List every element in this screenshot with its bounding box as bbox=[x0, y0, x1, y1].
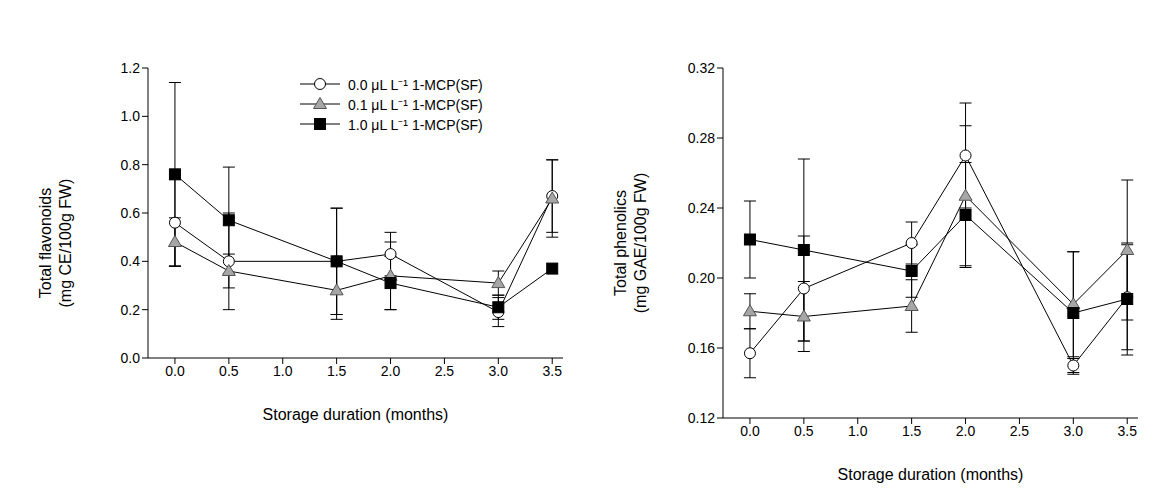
svg-text:3.0: 3.0 bbox=[1064, 423, 1084, 439]
svg-text:1.2: 1.2 bbox=[121, 60, 141, 76]
svg-text:1.5: 1.5 bbox=[327, 363, 347, 379]
svg-text:0.20: 0.20 bbox=[688, 270, 715, 286]
svg-text:0.5: 0.5 bbox=[794, 423, 814, 439]
svg-text:0.0: 0.0 bbox=[165, 363, 185, 379]
html-text:0.0 μL L⁻¹ 1-MCP(SF): 0.0 μL L⁻¹ 1-MCP(SF) bbox=[348, 76, 483, 93]
svg-text:Storage duration (months): Storage duration (months) bbox=[263, 406, 449, 423]
svg-text:2.0: 2.0 bbox=[381, 363, 401, 379]
svg-text:0.16: 0.16 bbox=[688, 340, 715, 356]
svg-text:0.12: 0.12 bbox=[688, 410, 715, 426]
svg-text:0.24: 0.24 bbox=[688, 200, 715, 216]
svg-text:0.6: 0.6 bbox=[121, 205, 141, 221]
svg-text:1.5: 1.5 bbox=[902, 423, 922, 439]
svg-text:2.5: 2.5 bbox=[435, 363, 455, 379]
html-text:Total flavonoids: Total flavonoids bbox=[37, 187, 54, 299]
svg-text:0.0: 0.0 bbox=[121, 350, 141, 366]
svg-text:1.0: 1.0 bbox=[273, 363, 293, 379]
svg-text:0.2: 0.2 bbox=[121, 302, 141, 318]
svg-text:0.4: 0.4 bbox=[121, 253, 141, 269]
svg-text:2.5: 2.5 bbox=[1010, 423, 1030, 439]
svg-text:0.28: 0.28 bbox=[688, 130, 715, 146]
svg-text:3.0: 3.0 bbox=[489, 363, 509, 379]
html-text:Total phenolics: Total phenolics bbox=[612, 190, 629, 296]
svg-text:0.5: 0.5 bbox=[219, 363, 239, 379]
svg-text:0.0: 0.0 bbox=[740, 423, 760, 439]
html-text:(mg GAE/100g FW): (mg GAE/100g FW) bbox=[632, 172, 649, 314]
svg-text:0.32: 0.32 bbox=[688, 60, 715, 76]
svg-text:3.5: 3.5 bbox=[542, 363, 562, 379]
html-text:1.0 μL L⁻¹ 1-MCP(SF): 1.0 μL L⁻¹ 1-MCP(SF) bbox=[348, 116, 483, 133]
svg-text:1.0: 1.0 bbox=[121, 108, 141, 124]
svg-text:3.5: 3.5 bbox=[1117, 423, 1137, 439]
svg-text:Storage duration (months): Storage duration (months) bbox=[838, 466, 1024, 483]
svg-text:2.0: 2.0 bbox=[956, 423, 976, 439]
html-text:(mg CE/100g FW): (mg CE/100g FW) bbox=[57, 178, 74, 308]
svg-text:1.0: 1.0 bbox=[848, 423, 868, 439]
svg-text:0.8: 0.8 bbox=[121, 157, 141, 173]
html-text:0.1 μL L⁻¹ 1-MCP(SF): 0.1 μL L⁻¹ 1-MCP(SF) bbox=[348, 96, 483, 113]
